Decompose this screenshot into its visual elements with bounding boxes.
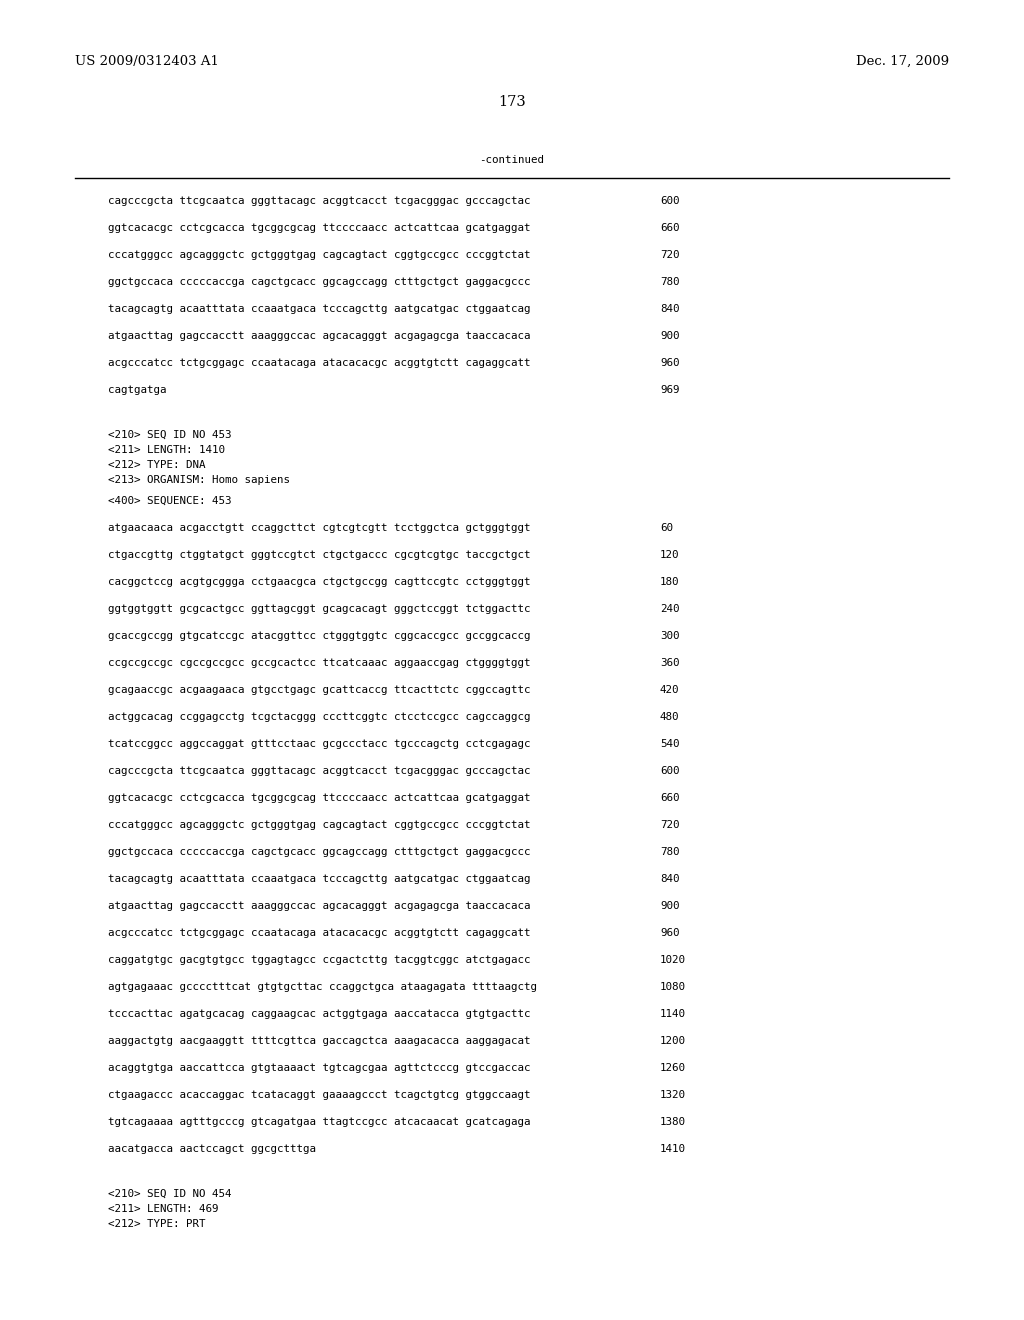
Text: ggtcacacgc cctcgcacca tgcggcgcag ttccccaacc actcattcaa gcatgaggat: ggtcacacgc cctcgcacca tgcggcgcag ttcccca… [108,793,530,803]
Text: cccatgggcc agcagggctc gctgggtgag cagcagtact cggtgccgcc cccggtctat: cccatgggcc agcagggctc gctgggtgag cagcagt… [108,820,530,830]
Text: 1410: 1410 [660,1144,686,1154]
Text: acaggtgtga aaccattcca gtgtaaaact tgtcagcgaa agttctcccg gtccgaccac: acaggtgtga aaccattcca gtgtaaaact tgtcagc… [108,1063,530,1073]
Text: 720: 720 [660,249,680,260]
Text: ggtcacacgc cctcgcacca tgcggcgcag ttccccaacc actcattcaa gcatgaggat: ggtcacacgc cctcgcacca tgcggcgcag ttcccca… [108,223,530,234]
Text: tcatccggcc aggccaggat gtttcctaac gcgccctacc tgcccagctg cctcgagagc: tcatccggcc aggccaggat gtttcctaac gcgccct… [108,739,530,748]
Text: 600: 600 [660,766,680,776]
Text: 1380: 1380 [660,1117,686,1127]
Text: cagcccgcta ttcgcaatca gggttacagc acggtcacct tcgacgggac gcccagctac: cagcccgcta ttcgcaatca gggttacagc acggtca… [108,766,530,776]
Text: atgaacaaca acgacctgtt ccaggcttct cgtcgtcgtt tcctggctca gctgggtggt: atgaacaaca acgacctgtt ccaggcttct cgtcgtc… [108,523,530,533]
Text: 540: 540 [660,739,680,748]
Text: ctgaagaccc acaccaggac tcatacaggt gaaaagccct tcagctgtcg gtggccaagt: ctgaagaccc acaccaggac tcatacaggt gaaaagc… [108,1090,530,1100]
Text: 173: 173 [498,95,526,110]
Text: tacagcagtg acaatttata ccaaatgaca tcccagcttg aatgcatgac ctggaatcag: tacagcagtg acaatttata ccaaatgaca tcccagc… [108,304,530,314]
Text: 480: 480 [660,711,680,722]
Text: acgcccatcc tctgcggagc ccaatacaga atacacacgc acggtgtctt cagaggcatt: acgcccatcc tctgcggagc ccaatacaga atacaca… [108,928,530,939]
Text: 660: 660 [660,793,680,803]
Text: 900: 900 [660,902,680,911]
Text: <212> TYPE: DNA: <212> TYPE: DNA [108,459,206,470]
Text: <212> TYPE: PRT: <212> TYPE: PRT [108,1218,206,1229]
Text: <210> SEQ ID NO 453: <210> SEQ ID NO 453 [108,430,231,440]
Text: agtgagaaac gcccctttcat gtgtgcttac ccaggctgca ataagagata ttttaagctg: agtgagaaac gcccctttcat gtgtgcttac ccaggc… [108,982,537,993]
Text: 1080: 1080 [660,982,686,993]
Text: ccgccgccgc cgccgccgcc gccgcactcc ttcatcaaac aggaaccgag ctggggtggt: ccgccgccgc cgccgccgcc gccgcactcc ttcatca… [108,657,530,668]
Text: 780: 780 [660,847,680,857]
Text: 60: 60 [660,523,673,533]
Text: ggctgccaca cccccaccga cagctgcacc ggcagccagg ctttgctgct gaggacgccc: ggctgccaca cccccaccga cagctgcacc ggcagcc… [108,847,530,857]
Text: 960: 960 [660,928,680,939]
Text: 420: 420 [660,685,680,696]
Text: 600: 600 [660,195,680,206]
Text: 1140: 1140 [660,1008,686,1019]
Text: caggatgtgc gacgtgtgcc tggagtagcc ccgactcttg tacggtcggc atctgagacc: caggatgtgc gacgtgtgcc tggagtagcc ccgactc… [108,954,530,965]
Text: 840: 840 [660,304,680,314]
Text: 960: 960 [660,358,680,368]
Text: aacatgacca aactccagct ggcgctttga: aacatgacca aactccagct ggcgctttga [108,1144,316,1154]
Text: ggtggtggtt gcgcactgcc ggttagcggt gcagcacagt gggctccggt tctggacttc: ggtggtggtt gcgcactgcc ggttagcggt gcagcac… [108,605,530,614]
Text: 660: 660 [660,223,680,234]
Text: cccatgggcc agcagggctc gctgggtgag cagcagtact cggtgccgcc cccggtctat: cccatgggcc agcagggctc gctgggtgag cagcagt… [108,249,530,260]
Text: tgtcagaaaa agtttgcccg gtcagatgaa ttagtccgcc atcacaacat gcatcagaga: tgtcagaaaa agtttgcccg gtcagatgaa ttagtcc… [108,1117,530,1127]
Text: cagtgatga: cagtgatga [108,385,167,395]
Text: <210> SEQ ID NO 454: <210> SEQ ID NO 454 [108,1189,231,1199]
Text: tcccacttac agatgcacag caggaagcac actggtgaga aaccatacca gtgtgacttc: tcccacttac agatgcacag caggaagcac actggtg… [108,1008,530,1019]
Text: 780: 780 [660,277,680,286]
Text: cacggctccg acgtgcggga cctgaacgca ctgctgccgg cagttccgtc cctgggtggt: cacggctccg acgtgcggga cctgaacgca ctgctgc… [108,577,530,587]
Text: atgaacttag gagccacctt aaagggccac agcacagggt acgagagcga taaccacaca: atgaacttag gagccacctt aaagggccac agcacag… [108,902,530,911]
Text: 840: 840 [660,874,680,884]
Text: <400> SEQUENCE: 453: <400> SEQUENCE: 453 [108,496,231,506]
Text: 969: 969 [660,385,680,395]
Text: tacagcagtg acaatttata ccaaatgaca tcccagcttg aatgcatgac ctggaatcag: tacagcagtg acaatttata ccaaatgaca tcccagc… [108,874,530,884]
Text: 1320: 1320 [660,1090,686,1100]
Text: -continued: -continued [479,154,545,165]
Text: 1260: 1260 [660,1063,686,1073]
Text: actggcacag ccggagcctg tcgctacggg cccttcggtc ctcctccgcc cagccaggcg: actggcacag ccggagcctg tcgctacggg cccttcg… [108,711,530,722]
Text: 900: 900 [660,331,680,341]
Text: 180: 180 [660,577,680,587]
Text: <213> ORGANISM: Homo sapiens: <213> ORGANISM: Homo sapiens [108,475,290,484]
Text: US 2009/0312403 A1: US 2009/0312403 A1 [75,55,219,69]
Text: 1020: 1020 [660,954,686,965]
Text: ctgaccgttg ctggtatgct gggtccgtct ctgctgaccc cgcgtcgtgc taccgctgct: ctgaccgttg ctggtatgct gggtccgtct ctgctga… [108,550,530,560]
Text: gcaccgccgg gtgcatccgc atacggttcc ctgggtggtc cggcaccgcc gccggcaccg: gcaccgccgg gtgcatccgc atacggttcc ctgggtg… [108,631,530,642]
Text: acgcccatcc tctgcggagc ccaatacaga atacacacgc acggtgtctt cagaggcatt: acgcccatcc tctgcggagc ccaatacaga atacaca… [108,358,530,368]
Text: 240: 240 [660,605,680,614]
Text: atgaacttag gagccacctt aaagggccac agcacagggt acgagagcga taaccacaca: atgaacttag gagccacctt aaagggccac agcacag… [108,331,530,341]
Text: 120: 120 [660,550,680,560]
Text: 1200: 1200 [660,1036,686,1045]
Text: gcagaaccgc acgaagaaca gtgcctgagc gcattcaccg ttcacttctc cggccagttc: gcagaaccgc acgaagaaca gtgcctgagc gcattca… [108,685,530,696]
Text: ggctgccaca cccccaccga cagctgcacc ggcagccagg ctttgctgct gaggacgccc: ggctgccaca cccccaccga cagctgcacc ggcagcc… [108,277,530,286]
Text: <211> LENGTH: 1410: <211> LENGTH: 1410 [108,445,225,455]
Text: 300: 300 [660,631,680,642]
Text: <211> LENGTH: 469: <211> LENGTH: 469 [108,1204,218,1214]
Text: 720: 720 [660,820,680,830]
Text: cagcccgcta ttcgcaatca gggttacagc acggtcacct tcgacgggac gcccagctac: cagcccgcta ttcgcaatca gggttacagc acggtca… [108,195,530,206]
Text: 360: 360 [660,657,680,668]
Text: aaggactgtg aacgaaggtt ttttcgttca gaccagctca aaagacacca aaggagacat: aaggactgtg aacgaaggtt ttttcgttca gaccagc… [108,1036,530,1045]
Text: Dec. 17, 2009: Dec. 17, 2009 [856,55,949,69]
